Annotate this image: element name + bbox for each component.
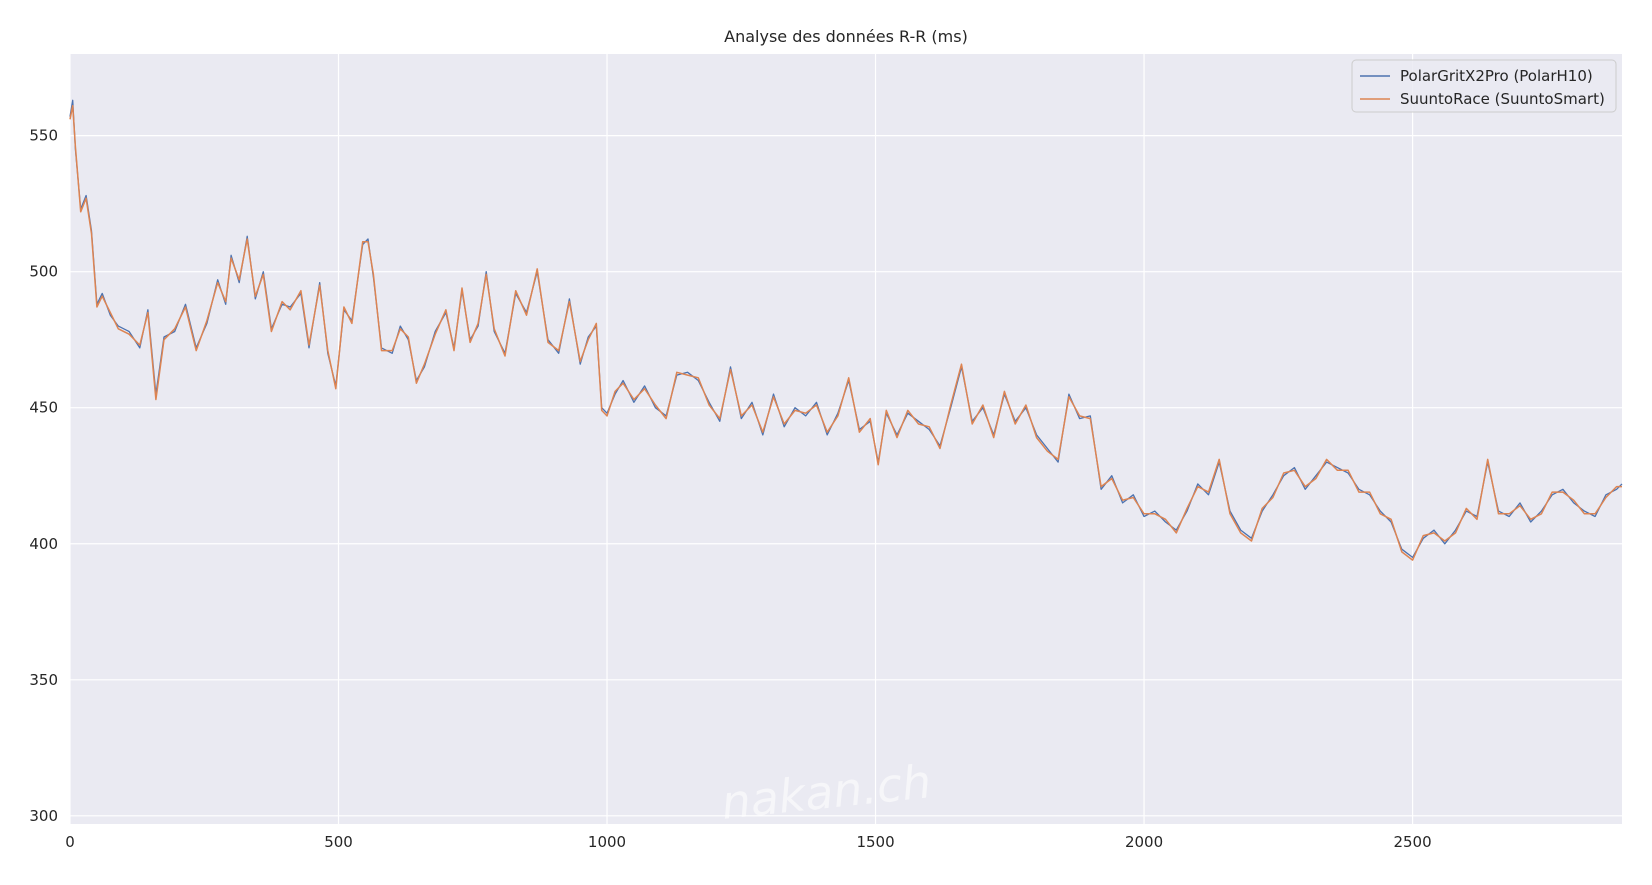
legend-label-2: SuuntoRace (SuuntoSmart): [1400, 90, 1605, 108]
plot-background: [70, 54, 1622, 824]
x-tick-label: 1000: [588, 833, 626, 851]
x-tick-label: 2500: [1393, 833, 1431, 851]
x-tick-label: 500: [324, 833, 353, 851]
x-tick-label: 0: [65, 833, 75, 851]
x-tick-label: 1500: [856, 833, 894, 851]
y-tick-label: 350: [29, 671, 58, 689]
chart-title: Analyse des données R-R (ms): [724, 27, 968, 46]
y-tick-label: 500: [29, 263, 58, 281]
y-tick-label: 550: [29, 127, 58, 145]
legend-label-1: PolarGritX2Pro (PolarH10): [1400, 67, 1593, 85]
series-layer: [69, 99, 1623, 561]
x-axis-ticks: 0 500 1000 1500 2000 2500: [65, 833, 1431, 851]
y-tick-label: 400: [29, 535, 58, 553]
x-tick-label: 2000: [1125, 833, 1163, 851]
legend: PolarGritX2Pro (PolarH10) SuuntoRace (Suu…: [1351, 59, 1617, 113]
y-tick-label: 450: [29, 399, 58, 417]
grid-layer: [69, 54, 1622, 824]
series-line-2: [69, 104, 1622, 561]
legend-box: [1351, 59, 1617, 113]
y-tick-label: 300: [29, 807, 58, 825]
y-axis-ticks: 300 350 400 450 500 550: [29, 127, 58, 825]
